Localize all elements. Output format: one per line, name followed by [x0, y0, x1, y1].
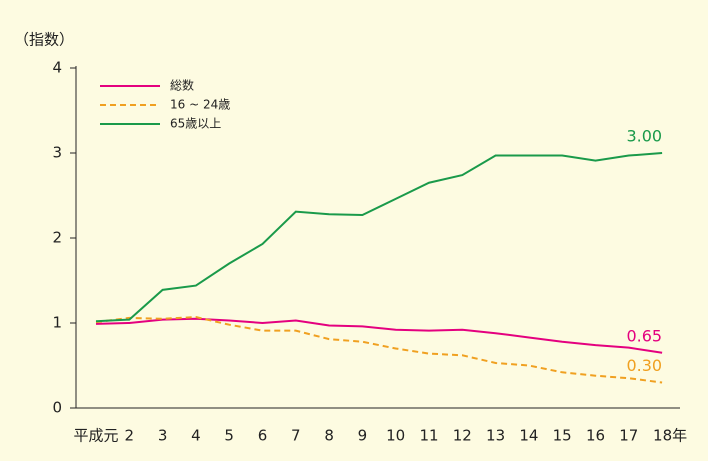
x-tick-label: 5	[224, 427, 234, 445]
y-tick-label: 1	[52, 314, 62, 332]
x-tick-label: 10	[386, 427, 405, 445]
series-line	[95, 152, 663, 323]
series-line	[95, 317, 663, 354]
x-tick-label: 6	[258, 427, 268, 445]
value-label: 3.00	[626, 127, 662, 146]
legend-label: 総数	[170, 78, 194, 93]
x-tick-label: 4	[191, 427, 201, 445]
x-tick-label: 15	[553, 427, 572, 445]
value-label: 0.65	[626, 326, 662, 345]
x-tick-label: 平成元	[73, 427, 118, 445]
y-tick-label: 0	[52, 399, 62, 417]
x-tick-label: 7	[291, 427, 301, 445]
legend-label: 16 ~ 24歳	[170, 98, 230, 112]
x-tick-label: 12	[453, 427, 472, 445]
x-tick-label: 2	[125, 427, 135, 445]
x-tick-label: 16	[586, 427, 605, 445]
series-line	[95, 316, 663, 384]
x-tick-label: 14	[519, 427, 538, 445]
y-tick-label: 4	[52, 59, 62, 77]
y-axis-label: （指数）	[14, 31, 74, 49]
legend-label: 65歳以上	[170, 117, 221, 131]
y-tick-label: 2	[52, 229, 62, 247]
x-tick-label: 13	[486, 427, 505, 445]
x-tick-label: 3	[158, 427, 168, 445]
x-tick-label: 18年	[653, 427, 687, 445]
x-tick-label: 11	[419, 427, 438, 445]
x-tick-label: 9	[358, 427, 368, 445]
y-tick-label: 3	[52, 144, 62, 162]
value-label: 0.30	[626, 356, 662, 375]
x-tick-label: 8	[324, 427, 334, 445]
x-tick-label: 17	[619, 427, 638, 445]
